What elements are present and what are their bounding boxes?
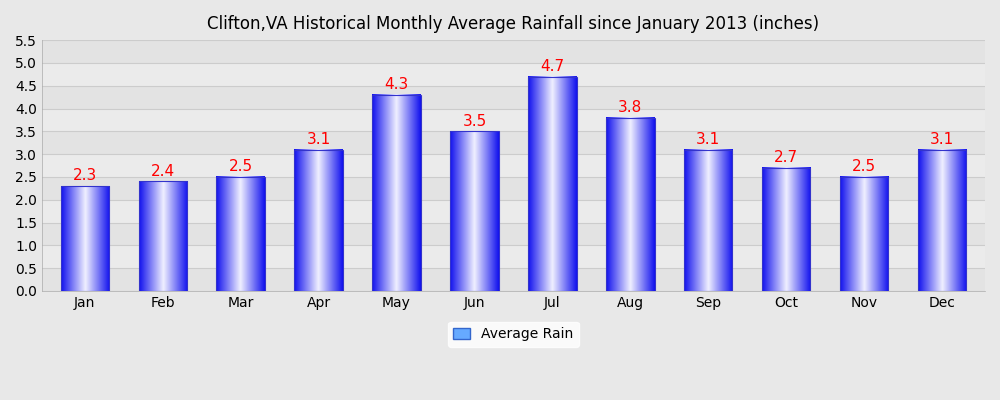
Bar [42,268,985,291]
Bar [918,150,966,291]
Bar [684,150,732,291]
Bar [528,76,577,291]
Title: Clifton,VA Historical Monthly Average Rainfall since January 2013 (inches): Clifton,VA Historical Monthly Average Ra… [207,15,819,33]
Text: 3.5: 3.5 [462,114,487,128]
Text: 4.3: 4.3 [384,77,409,92]
Bar [762,168,810,291]
Bar [216,177,265,291]
Text: 2.5: 2.5 [229,159,253,174]
Text: 2.3: 2.3 [73,168,97,183]
Bar [42,154,985,177]
Text: 2.4: 2.4 [151,164,175,179]
Bar [42,245,985,268]
Bar [42,40,985,63]
Bar [840,177,888,291]
Bar [606,118,655,291]
Text: 3.1: 3.1 [930,132,954,147]
Bar [42,131,985,154]
Bar [450,131,499,291]
Bar [42,177,985,200]
Bar [42,200,985,222]
Text: 2.5: 2.5 [852,159,876,174]
Bar [42,108,985,131]
Text: 3.1: 3.1 [306,132,331,147]
Text: 4.7: 4.7 [540,59,564,74]
Text: 3.1: 3.1 [696,132,720,147]
Text: 3.8: 3.8 [618,100,642,115]
Bar [294,150,343,291]
Bar [61,186,109,291]
Bar [42,63,985,86]
Text: 2.7: 2.7 [774,150,798,165]
Bar [42,86,985,108]
Bar [42,222,985,245]
Bar [372,95,421,291]
Bar [139,182,187,291]
Legend: Average Rain: Average Rain [448,322,579,347]
